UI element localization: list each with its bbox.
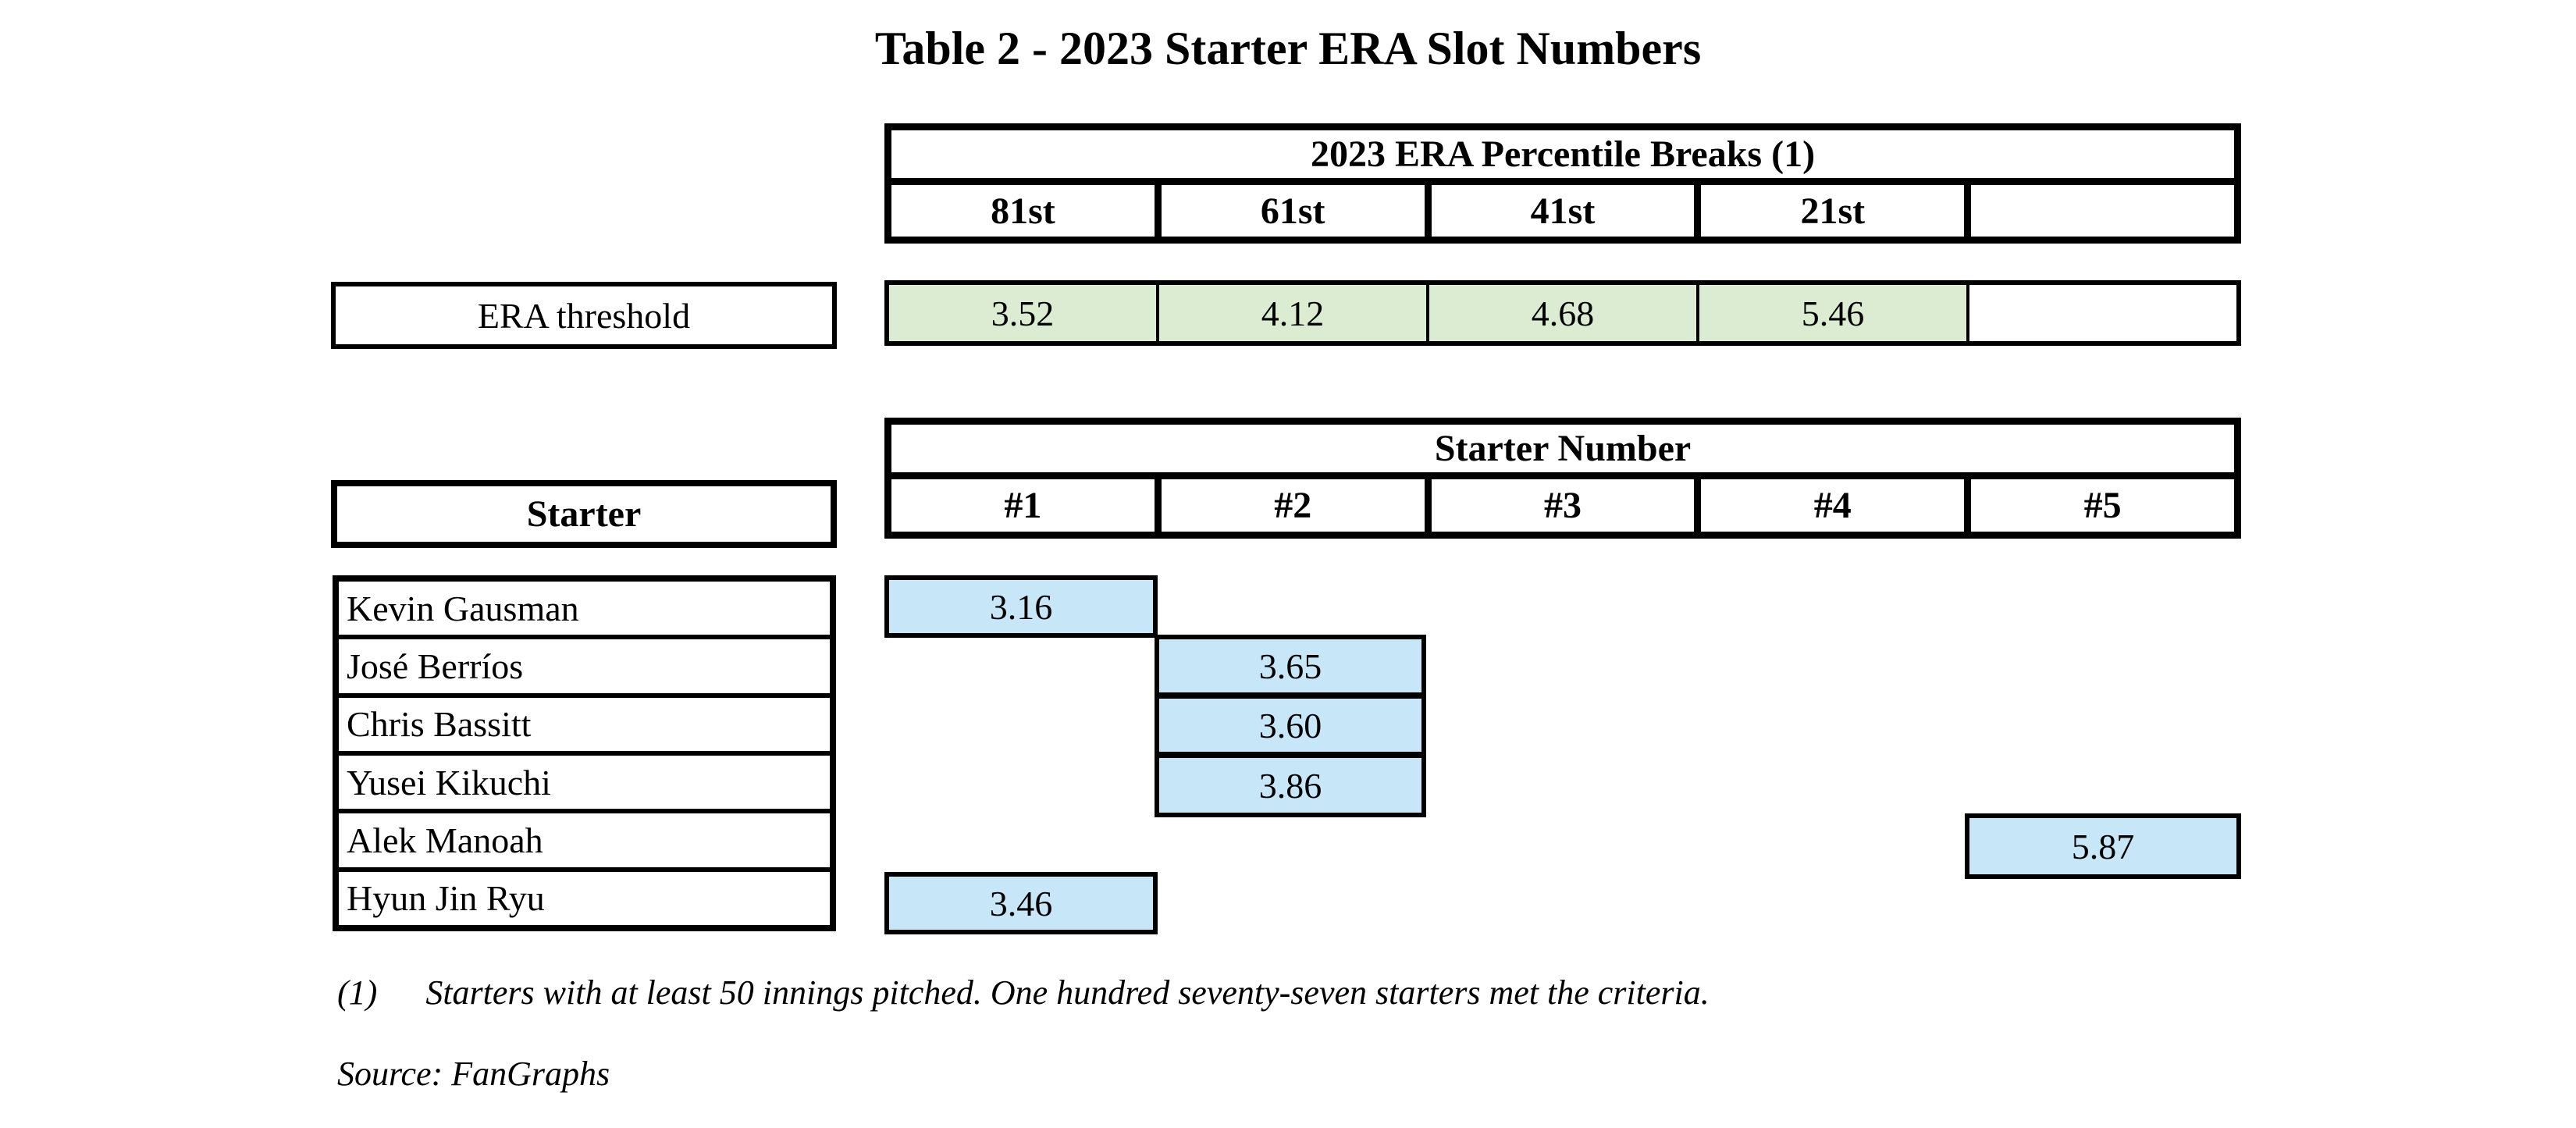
starter-number-col-5: #5 <box>1964 479 2234 532</box>
figure-title: Table 2 - 2023 Starter ERA Slot Numbers <box>874 23 1702 74</box>
era-threshold-value-empty <box>1966 285 2236 341</box>
starter-name-kevin-gausman: Kevin Gausman <box>347 588 579 628</box>
starter-number-col-2: #2 <box>1154 479 1425 532</box>
percentile-col-21st: 21st <box>1694 185 1964 237</box>
starter-number-col-1: #1 <box>1004 485 1042 526</box>
percentile-col-61st: 61st <box>1154 185 1425 237</box>
starter-name-jose-berrios: José Berríos <box>339 635 830 692</box>
footnote: (1) Starters with at least 50 innings pi… <box>337 973 1710 1012</box>
era-threshold-label: ERA threshold <box>331 282 837 349</box>
source-line: Source: FanGraphs <box>337 1055 610 1093</box>
starter-number-col-3: #3 <box>1424 479 1695 532</box>
era-cell-chris-bassitt: 3.60 <box>1155 694 1426 756</box>
starter-names-table: Kevin Gausman José Berríos Chris Bassitt… <box>333 575 836 931</box>
starter-number-columns: #1 #2 #3 #4 #5 <box>891 479 2234 532</box>
starter-name-chris-bassitt: Chris Bassitt <box>339 692 830 751</box>
starter-number-col-4: #4 <box>1694 479 1964 532</box>
era-threshold-value-41st: 4.68 <box>1426 285 1696 341</box>
era-cell-alek-manoah: 5.87 <box>1965 813 2241 879</box>
era-threshold-value-61st: 4.12 <box>1156 285 1426 341</box>
percentile-breaks-table: 2023 ERA Percentile Breaks (1) 81st 61st… <box>884 123 2241 244</box>
percentile-breaks-header: 2023 ERA Percentile Breaks (1) <box>891 130 2234 185</box>
starter-name-yusei-kikuchi: Yusei Kikuchi <box>339 750 830 809</box>
starter-number-table: Starter Number #1 #2 #3 #4 #5 <box>884 418 2241 539</box>
percentile-col-41st: 41st <box>1424 185 1695 237</box>
starter-name-alek-manoah: Alek Manoah <box>339 809 830 866</box>
footnote-marker: (1) <box>337 973 378 1012</box>
starter-name-hyun-jin-ryu: Hyun Jin Ryu <box>339 866 830 925</box>
era-cell-yusei-kikuchi: 3.86 <box>1155 753 1426 817</box>
era-cell-kevin-gausman: 3.16 <box>884 575 1158 638</box>
starter-column-header: Starter <box>331 480 837 548</box>
era-threshold-value-81st: 3.52 <box>889 285 1156 341</box>
era-threshold-values-row: 3.52 4.12 4.68 5.46 <box>884 280 2241 346</box>
starter-number-header: Starter Number <box>891 425 2234 479</box>
era-cell-hyun-jin-ryu: 3.46 <box>884 872 1158 934</box>
era-cell-jose-berrios: 3.65 <box>1155 635 1426 697</box>
percentile-col-81st: 81st <box>991 190 1055 232</box>
era-threshold-value-21st: 5.46 <box>1696 285 1966 341</box>
percentile-breaks-columns: 81st 61st 41st 21st <box>891 185 2234 237</box>
footnote-text: Starters with at least 50 innings pitche… <box>425 973 1710 1012</box>
percentile-col-empty <box>1964 185 2234 237</box>
